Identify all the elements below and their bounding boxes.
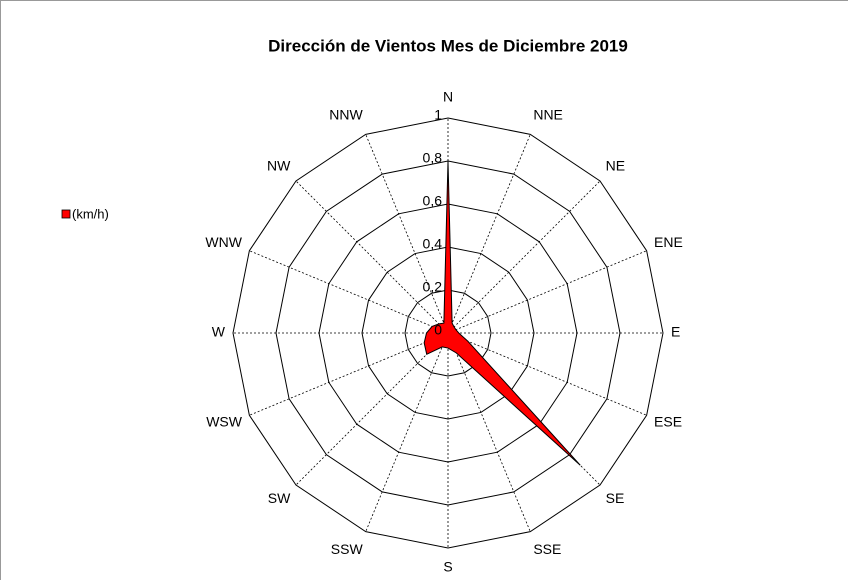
grid-ring: [232, 117, 664, 549]
category-label: SSE: [533, 541, 561, 557]
category-label: S: [443, 559, 452, 575]
category-label: SE: [606, 490, 625, 506]
tick-label: 0: [434, 322, 442, 338]
category-label: WSW: [206, 414, 243, 430]
category-label: WNW: [205, 234, 242, 250]
category-label: NW: [267, 158, 291, 174]
tick-label: 0,2: [423, 279, 443, 295]
legend-label: (km/h): [72, 206, 109, 221]
radar-area: [423, 160, 581, 466]
category-label: SW: [268, 490, 291, 506]
category-label: W: [212, 324, 226, 340]
tick-label: 0,8: [423, 150, 443, 166]
tick-label: 0,6: [423, 193, 443, 209]
tick-label: 1: [434, 107, 442, 123]
category-label: SSW: [331, 541, 364, 557]
category-label: ENE: [654, 234, 683, 250]
category-label: ESE: [654, 414, 682, 430]
category-label: NNE: [533, 107, 563, 123]
category-label: NE: [606, 158, 625, 174]
category-label: NNW: [329, 107, 363, 123]
category-label: N: [443, 89, 453, 105]
tick-label: 0,4: [423, 236, 443, 252]
legend-swatch: [61, 209, 71, 219]
grid-ring: [404, 289, 492, 377]
chart-title: Dirección de Vientos Mes de Diciembre 20…: [268, 36, 628, 55]
category-label: E: [671, 324, 680, 340]
